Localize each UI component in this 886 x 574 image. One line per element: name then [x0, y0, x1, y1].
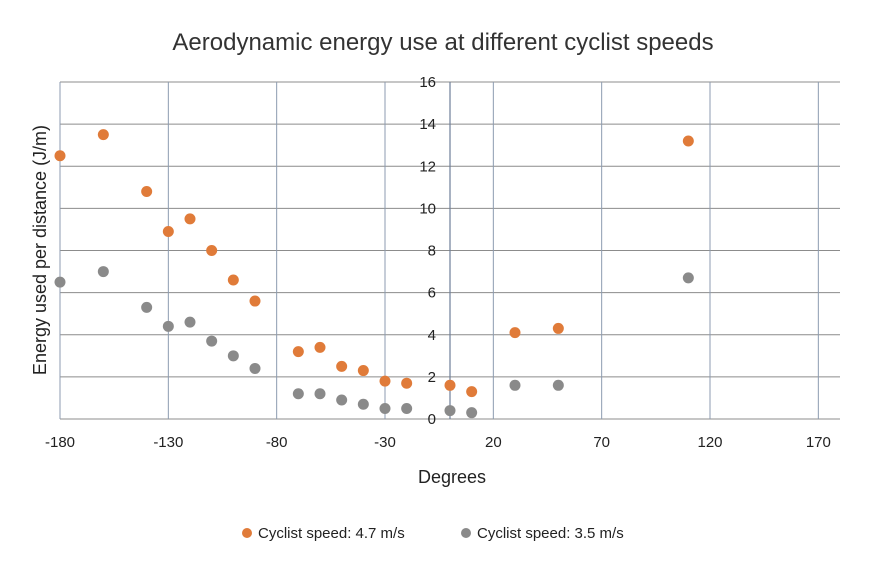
- chart-title: Aerodynamic energy use at different cycl…: [172, 29, 713, 56]
- x-tick-label: -30: [374, 434, 396, 451]
- legend-marker: [461, 528, 471, 538]
- data-point-series-2: [184, 316, 196, 328]
- data-point-series-1: [206, 245, 218, 256]
- y-tick-label: 12: [419, 158, 436, 175]
- data-point-series-2: [249, 362, 261, 374]
- data-point-series-2: [379, 402, 391, 414]
- y-tick-label: 0: [428, 411, 436, 428]
- data-point-series-2: [682, 272, 694, 284]
- data-point-series-2: [97, 266, 109, 278]
- data-point-series-1: [444, 379, 456, 391]
- data-point-series-1: [401, 377, 413, 389]
- data-point-series-2: [314, 388, 326, 400]
- y-tick-label: 14: [419, 116, 436, 133]
- data-point-series-1: [379, 375, 391, 387]
- data-point-series-1: [184, 213, 196, 225]
- data-point-series-2: [444, 405, 456, 417]
- x-axis-label: Degrees: [418, 467, 486, 487]
- data-point-series-1: [162, 226, 174, 238]
- y-tick-label: 10: [419, 200, 436, 217]
- x-tick-label: 120: [697, 434, 722, 451]
- y-tick-label: 6: [428, 285, 436, 302]
- data-point-series-2: [509, 379, 521, 391]
- x-tick-label: 170: [806, 434, 831, 451]
- legend-label: Cyclist speed: 4.7 m/s: [258, 525, 405, 542]
- x-tick-label: 20: [485, 434, 502, 451]
- data-point-series-2: [162, 320, 174, 332]
- data-point-series-2: [552, 379, 564, 391]
- data-point-series-2: [357, 398, 369, 410]
- data-point-series-2: [401, 402, 413, 414]
- data-point-series-1: [552, 322, 564, 334]
- x-tick-label: -130: [153, 434, 183, 451]
- data-point-series-1: [249, 295, 261, 307]
- data-point-series-2: [466, 407, 478, 419]
- data-point-series-2: [336, 394, 348, 406]
- data-point-series-2: [292, 388, 304, 400]
- data-point-series-2: [227, 350, 239, 362]
- data-point-series-1: [509, 327, 521, 339]
- axes: 0 2 4 6 8 10 12 14 16 -180 -130 -80 -30 20 70 120 170: [45, 74, 831, 451]
- data-point-series-1: [357, 365, 369, 377]
- y-tick-label: 16: [419, 74, 436, 91]
- data-point-series-1: [54, 150, 66, 162]
- x-tick-label: -180: [45, 434, 75, 451]
- data-points: [54, 129, 694, 419]
- legend: Cyclist speed: 4.7 m/s Cyclist speed: 3.5…: [242, 525, 624, 542]
- x-tick-label: -80: [266, 434, 288, 451]
- data-point-series-1: [682, 135, 694, 147]
- legend-label: Cyclist speed: 3.5 m/s: [477, 525, 624, 542]
- data-point-series-1: [314, 341, 326, 353]
- data-point-series-1: [466, 386, 478, 398]
- data-point-series-2: [54, 276, 66, 288]
- data-point-series-1: [227, 274, 239, 286]
- data-point-series-2: [141, 301, 153, 313]
- data-point-series-1: [97, 129, 109, 141]
- y-axis-label: Energy used per distance (J/m): [30, 125, 50, 375]
- data-point-series-1: [292, 346, 304, 358]
- y-tick-label: 8: [428, 243, 436, 260]
- y-tick-label: 2: [428, 369, 436, 386]
- legend-marker: [242, 528, 252, 538]
- data-point-series-1: [141, 186, 153, 198]
- data-point-series-1: [336, 360, 348, 372]
- y-tick-label: 4: [428, 327, 436, 344]
- x-tick-label: 70: [593, 434, 610, 451]
- data-point-series-2: [206, 335, 218, 347]
